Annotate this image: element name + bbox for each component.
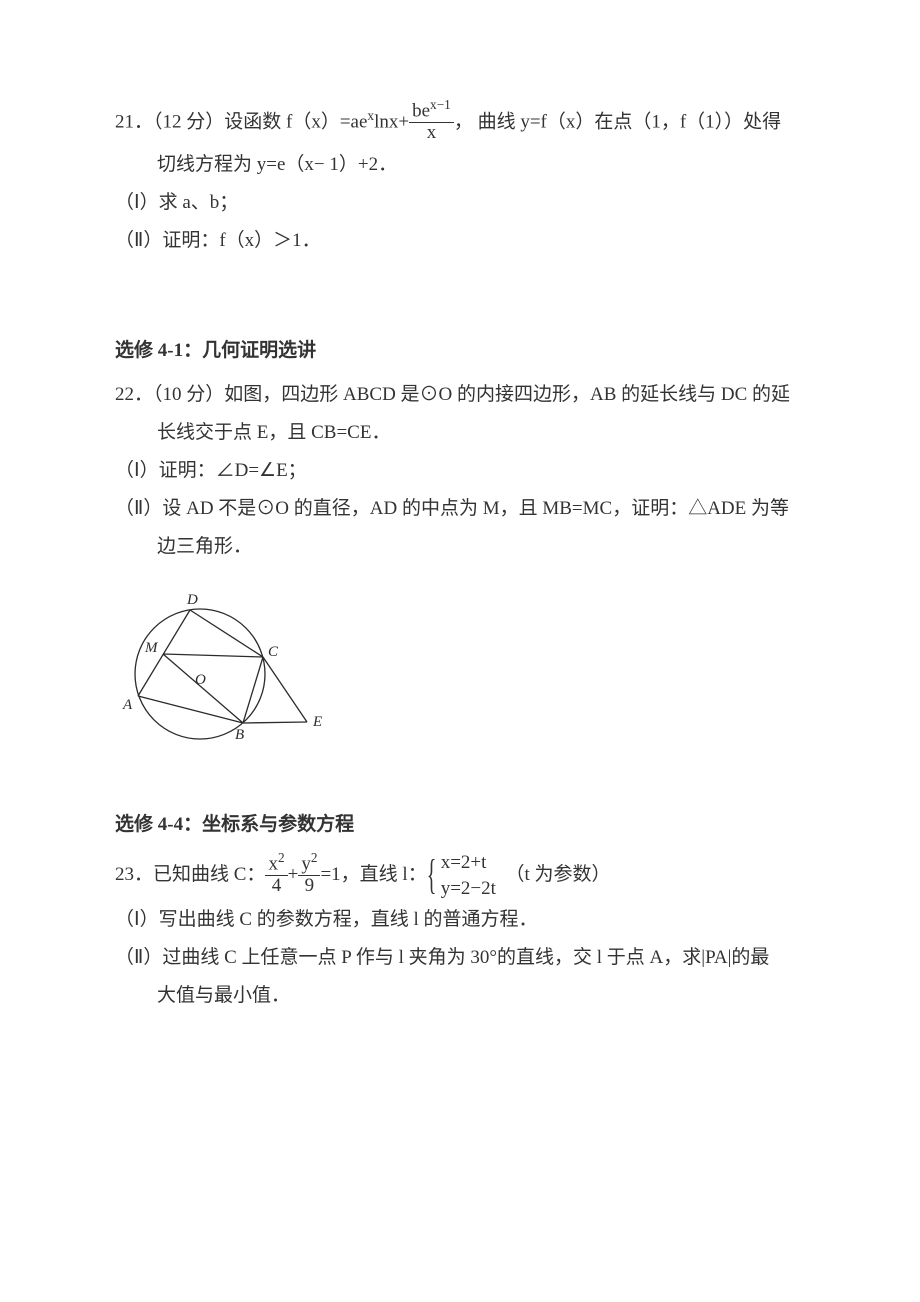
problem-23-line1: 23．已知曲线 C：x24+y29=1，直线 l：x=2+ty=2−2t （t … xyxy=(115,850,805,901)
figure-label-o: O xyxy=(195,672,206,688)
figure-label-c: C xyxy=(268,644,279,660)
problem-22-sub1: （Ⅰ）证明：∠D=∠E； xyxy=(115,452,805,490)
p21-head: 21．（12 分）设函数 f（x）=ae xyxy=(115,111,367,132)
p23-sys1: x=2+t xyxy=(441,850,496,876)
problem-21-sub2: （Ⅱ）证明：f（x）＞1． xyxy=(115,222,805,260)
geometry-figure: D M C O A B E xyxy=(115,574,345,764)
problem-23-sub2b: 大值与最小值． xyxy=(115,977,805,1015)
p23-system: x=2+ty=2−2t xyxy=(427,850,496,901)
problem-22-sub2b: 边三角形． xyxy=(115,528,805,566)
p21-frac-num-sup: x−1 xyxy=(430,97,451,112)
problem-21-line2: 切线方程为 y=e（x− 1）+2． xyxy=(115,146,805,184)
p21-tail1: ， 曲线 y=f（x）在点（1，f（1））处得 xyxy=(454,111,781,132)
p23-frac1: x2 4 xyxy=(265,851,287,897)
p23-f1-num-sup: 2 xyxy=(278,850,285,865)
problem-22: 22．（10 分）如图，四边形 ABCD 是⊙O 的内接四边形，AB 的延长线与… xyxy=(115,376,805,764)
section-4-4-title: 选修 4-4：坐标系与参数方程 xyxy=(115,806,805,844)
figure-label-d: D xyxy=(186,592,198,608)
problem-21-sub1: （Ⅰ）求 a、b； xyxy=(115,184,805,222)
p23-f2-num-sup: 2 xyxy=(311,850,318,865)
p23-f1-num: x xyxy=(268,853,278,874)
p23-sys2: y=2−2t xyxy=(441,876,496,902)
section-4-1-title: 选修 4-1：几何证明选讲 xyxy=(115,332,805,370)
problem-22-line2: 长线交于点 E，且 CB=CE． xyxy=(115,414,805,452)
p21-mid1: lnx+ xyxy=(374,111,409,132)
p23-plus: + xyxy=(288,864,299,885)
problem-23: 23．已知曲线 C：x24+y29=1，直线 l：x=2+ty=2−2t （t … xyxy=(115,850,805,1015)
p23-eq: =1，直线 l： xyxy=(320,864,426,885)
problem-21-line1: 21．（12 分）设函数 f（x）=ae xlnx+bex−1 x， 曲线 y=f（… xyxy=(115,100,805,146)
problem-22-sub2a: （Ⅱ）设 AD 不是⊙O 的直径，AD 的中点为 M，且 MB=MC，证明：△A… xyxy=(115,490,805,528)
figure-label-b: B xyxy=(235,727,244,743)
figure-label-a: A xyxy=(122,697,133,713)
problem-22-line1: 22．（10 分）如图，四边形 ABCD 是⊙O 的内接四边形，AB 的延长线与… xyxy=(115,376,805,414)
p21-frac: bex−1 x xyxy=(409,98,454,144)
problem-23-sub2a: （Ⅱ）过曲线 C 上任意一点 P 作与 l 夹角为 30°的直线，交 l 于点 … xyxy=(115,939,805,977)
p23-head: 23．已知曲线 C： xyxy=(115,864,265,885)
figure-label-m: M xyxy=(144,640,159,656)
p23-f1-den: 4 xyxy=(265,876,287,897)
figure-label-e: E xyxy=(312,714,322,730)
p23-f2-num: y xyxy=(301,853,311,874)
p23-tail: （t 为参数） xyxy=(505,864,610,885)
p21-frac-den: x xyxy=(409,123,454,144)
p23-f2-den: 9 xyxy=(298,876,320,897)
problem-23-sub1: （Ⅰ）写出曲线 C 的参数方程，直线 l 的普通方程． xyxy=(115,901,805,939)
p23-frac2: y2 9 xyxy=(298,851,320,897)
problem-21: 21．（12 分）设函数 f（x）=ae xlnx+bex−1 x， 曲线 y=f（… xyxy=(115,100,805,260)
p21-frac-num: be xyxy=(412,100,430,121)
